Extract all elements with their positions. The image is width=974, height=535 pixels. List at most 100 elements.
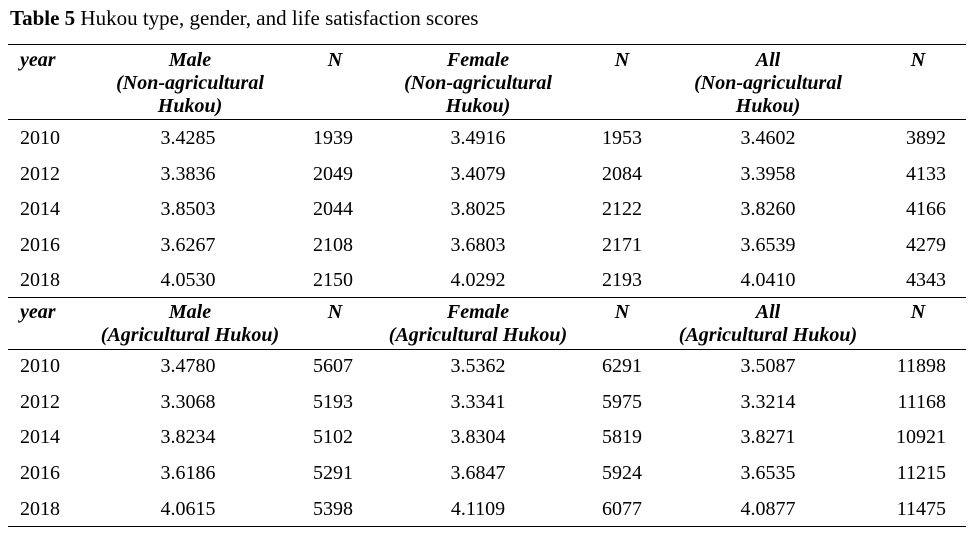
table-cell: 6077 <box>602 497 642 520</box>
header-cell: All <box>755 49 781 71</box>
table-cell: 3.6267 <box>160 233 216 256</box>
table-cell: 1953 <box>602 127 642 149</box>
table-cell: 4.1109 <box>450 497 506 520</box>
header-cell: Hukou) <box>735 95 801 117</box>
header-cell: Female <box>446 49 510 71</box>
table-cell: 2084 <box>602 162 642 185</box>
header-cell: Female <box>446 301 510 323</box>
table-cell: 3.8234 <box>160 426 216 449</box>
table-cell: 5607 <box>313 355 353 377</box>
rule <box>8 526 966 527</box>
header-cell: year <box>20 49 56 71</box>
table-cell: 3.3341 <box>450 390 506 413</box>
table-cell: 2150 <box>313 269 353 291</box>
header-cell: (Non-agricultural <box>404 72 552 94</box>
table-cell: 4.0877 <box>740 497 796 520</box>
header-cell: Hukou) <box>157 95 223 117</box>
table-cell: 3.5087 <box>740 355 796 377</box>
header-cell: N <box>614 49 630 71</box>
table-cell: 2016 <box>20 462 60 485</box>
table-cell: 4279 <box>906 233 946 256</box>
table-cell: 5291 <box>313 462 353 485</box>
table-cell: 5924 <box>602 462 642 485</box>
table-cell: 6291 <box>602 355 642 377</box>
header-cell: year <box>20 301 56 323</box>
table-cell: 3.3214 <box>740 390 796 413</box>
table-cell: 4.0530 <box>160 269 216 291</box>
header-cell: Male <box>168 49 212 71</box>
table-cell: 3.6186 <box>160 462 216 485</box>
table-cell: 2193 <box>602 269 642 291</box>
table-cell: 3.8025 <box>450 198 506 220</box>
rule <box>8 349 966 350</box>
header-cell: (Non-agricultural <box>694 72 842 94</box>
table-cell: 3.4916 <box>450 127 506 149</box>
table-cell: 2171 <box>602 233 642 256</box>
header-cell: (Agricultural Hukou) <box>388 324 568 346</box>
table-cell: 4133 <box>906 162 946 185</box>
table-cell: 3.6539 <box>740 233 796 256</box>
table-cell: 3.5362 <box>450 355 506 377</box>
table-cell: 5975 <box>602 390 642 413</box>
table-cell: 3.4079 <box>450 162 506 185</box>
rule <box>8 119 966 120</box>
table-cell: 2012 <box>20 390 60 413</box>
table-cell: 3.8271 <box>740 426 796 449</box>
rule <box>8 44 966 45</box>
caption-label: Table 5 <box>10 6 76 30</box>
table-cell: 3.3958 <box>740 162 796 185</box>
table-cell: 5102 <box>313 426 353 449</box>
header-cell: N <box>327 49 343 71</box>
table-cell: 3.3068 <box>160 390 216 413</box>
header-cell: (Agricultural Hukou) <box>100 324 280 346</box>
table-cell: 4.0292 <box>450 269 506 291</box>
table-cell: 11475 <box>896 497 946 520</box>
table-cell: 2012 <box>20 162 60 185</box>
header-cell: N <box>614 301 630 323</box>
table-cell: 2014 <box>20 198 60 220</box>
table-cell: 3.6847 <box>450 462 506 485</box>
header-cell: N <box>910 301 926 323</box>
table-cell: 2049 <box>313 162 353 185</box>
table-cell: 4.0410 <box>740 269 796 291</box>
table-cell: 3.8304 <box>450 426 506 449</box>
table-cell: 2014 <box>20 426 60 449</box>
header-cell: All <box>755 301 781 323</box>
table-cell: 3.4780 <box>160 355 216 377</box>
table-cell: 3.3836 <box>160 162 216 185</box>
header-cell: N <box>910 49 926 71</box>
table-cell: 10921 <box>896 426 946 449</box>
table-cell: 3.6803 <box>450 233 506 256</box>
header-cell: (Agricultural Hukou) <box>678 324 858 346</box>
table-cell: 3.6535 <box>740 462 796 485</box>
table-cell: 5398 <box>313 497 353 520</box>
table-cell: 4166 <box>906 198 946 220</box>
table-cell: 11168 <box>897 390 946 413</box>
table-cell: 2018 <box>20 269 60 291</box>
table-cell: 2010 <box>20 127 60 149</box>
table-cell: 3892 <box>906 127 946 149</box>
header-cell: N <box>327 301 343 323</box>
table-cell: 3.4602 <box>740 127 796 149</box>
caption-text: Hukou type, gender, and life satisfactio… <box>80 6 479 30</box>
table-cell: 5819 <box>602 426 642 449</box>
table-cell: 11215 <box>896 462 946 485</box>
header-cell: Male <box>168 301 212 323</box>
table-cell: 2018 <box>20 497 60 520</box>
rule <box>8 297 966 298</box>
table-cell: 3.8503 <box>160 198 216 220</box>
table-cell: 11898 <box>896 355 946 377</box>
table-cell: 1939 <box>313 127 353 149</box>
table-cell: 2044 <box>313 198 353 220</box>
table-cell: 2122 <box>602 198 642 220</box>
table-cell: 2010 <box>20 355 60 377</box>
caption: Table 5 Hukou type, gender, and life sat… <box>10 6 478 31</box>
header-cell: Hukou) <box>445 95 511 117</box>
table-cell: 2016 <box>20 233 60 256</box>
table-cell: 4.0615 <box>160 497 216 520</box>
table-cell: 4343 <box>906 269 946 291</box>
table-cell: 2108 <box>313 233 353 256</box>
table-cell: 3.4285 <box>160 127 216 149</box>
table-cell: 5193 <box>313 390 353 413</box>
